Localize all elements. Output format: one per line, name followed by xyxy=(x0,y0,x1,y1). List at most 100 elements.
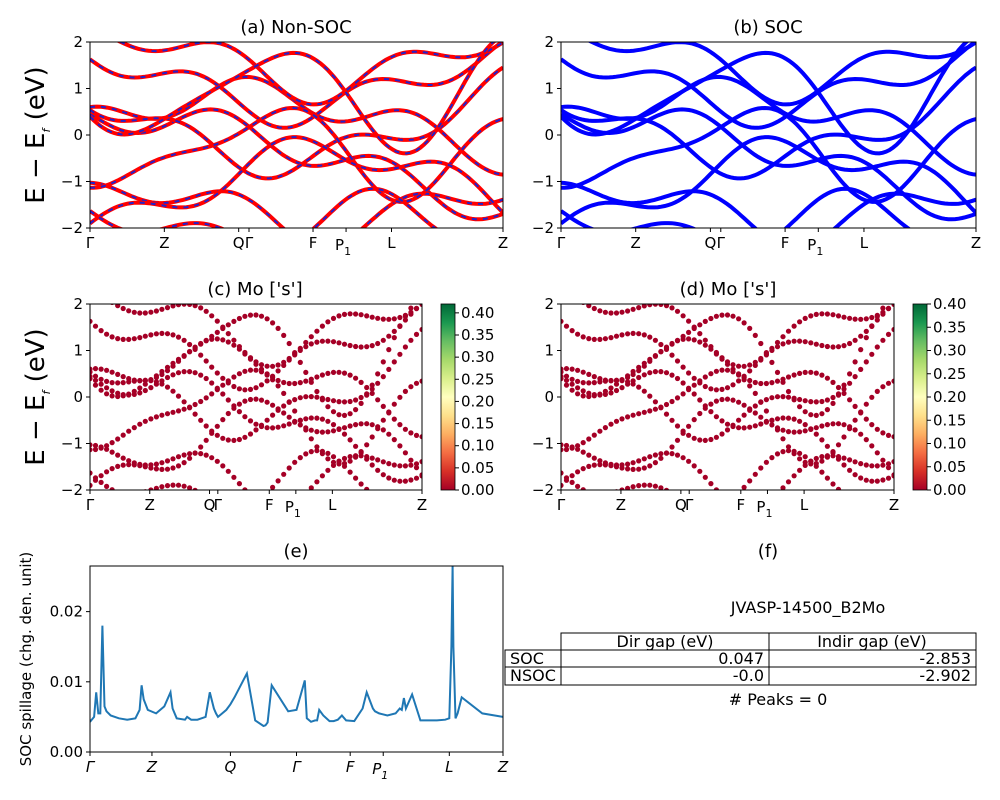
projection-point xyxy=(785,394,792,400)
projection-point xyxy=(164,331,171,337)
panel-f-title: (f) xyxy=(758,541,778,562)
projection-point xyxy=(852,337,858,343)
projection-point xyxy=(869,478,875,484)
projection-point xyxy=(126,336,132,342)
xtick-label: L xyxy=(387,234,396,252)
projection-point xyxy=(419,472,422,478)
projection-point xyxy=(386,366,392,372)
projection-point xyxy=(181,452,187,458)
projection-point xyxy=(281,410,287,416)
projection-point xyxy=(669,352,675,358)
projection-point xyxy=(220,391,226,397)
projection-point xyxy=(858,431,864,437)
projection-point xyxy=(231,383,237,390)
projection-point xyxy=(686,329,692,335)
panel-f: (f) JVASP-14500_B2Mo Dir gap (eV) Indir … xyxy=(504,541,977,709)
ytick-label: −1 xyxy=(61,435,83,453)
projection-point xyxy=(680,364,686,370)
projection-point xyxy=(885,475,892,481)
projection-point xyxy=(713,368,720,374)
projection-point xyxy=(636,374,642,381)
projection-point xyxy=(104,483,110,489)
projection-point xyxy=(347,411,353,417)
projection-point xyxy=(658,485,664,490)
projection-point xyxy=(386,461,392,467)
projection-point xyxy=(297,395,303,401)
panel-d-colorbar xyxy=(912,303,928,491)
projection-point xyxy=(708,409,714,415)
projection-point xyxy=(824,443,831,449)
projection-point xyxy=(369,462,375,468)
xtick-label: Γ xyxy=(86,234,95,252)
projection-point xyxy=(824,397,831,403)
projection-point xyxy=(413,380,420,386)
projection-point xyxy=(708,401,714,407)
projection-point xyxy=(120,393,126,399)
projection-point xyxy=(281,379,287,386)
projection-point xyxy=(874,478,880,484)
projection-point xyxy=(380,374,386,380)
projection-point xyxy=(769,455,775,461)
projection-point xyxy=(181,460,187,466)
projection-point xyxy=(330,315,337,321)
projection-point xyxy=(864,501,869,506)
projection-point xyxy=(747,383,753,389)
projection-point xyxy=(92,442,99,449)
projection-point xyxy=(402,317,408,323)
ylabel-row1: E − Ef (eV) xyxy=(21,66,53,203)
projection-point xyxy=(319,323,325,329)
xtick-label: L xyxy=(445,758,453,776)
projection-point xyxy=(652,452,659,458)
projection-point xyxy=(852,459,858,465)
panel-c-colorbar xyxy=(440,303,456,491)
projection-point xyxy=(563,323,570,329)
projection-point xyxy=(209,430,215,436)
projection-point xyxy=(641,456,647,462)
projection-point xyxy=(253,359,259,365)
projection-point xyxy=(813,412,819,418)
projection-point xyxy=(697,437,703,443)
projection-point xyxy=(209,333,215,339)
projection-point xyxy=(242,506,247,511)
projection-point xyxy=(142,387,148,394)
projection-point xyxy=(613,310,620,316)
projection-point xyxy=(225,437,231,443)
projection-point xyxy=(674,452,681,458)
projection-point xyxy=(780,449,786,455)
projection-point xyxy=(408,309,414,315)
projection-point xyxy=(375,424,381,430)
projection-point xyxy=(719,504,724,509)
xtick-label: Γ xyxy=(245,234,254,252)
projection-point xyxy=(198,398,204,405)
projection-point xyxy=(730,369,736,375)
projection-point xyxy=(785,479,792,485)
xtick-label: F xyxy=(781,234,790,252)
projection-point xyxy=(93,290,98,295)
projection-point xyxy=(575,385,581,391)
projection-point xyxy=(686,318,692,324)
projection-point xyxy=(847,496,852,501)
projection-point xyxy=(330,339,337,345)
projection-point xyxy=(835,421,842,427)
projection-point xyxy=(686,370,692,376)
projection-point xyxy=(341,425,348,431)
projection-point xyxy=(286,340,292,347)
projection-point xyxy=(170,372,176,378)
panel-d-title: (d) Mo ['s'] xyxy=(680,279,777,300)
projection-point xyxy=(413,306,420,312)
projection-point xyxy=(686,432,692,438)
projection-point xyxy=(580,449,586,455)
projection-point xyxy=(386,316,392,322)
projection-point xyxy=(281,390,287,396)
projection-point xyxy=(275,325,281,331)
projection-point xyxy=(192,345,198,351)
projection-point xyxy=(841,455,847,461)
projection-point xyxy=(353,443,359,449)
projection-point xyxy=(625,308,631,314)
projection-point xyxy=(797,370,803,376)
projection-point xyxy=(702,374,708,380)
projection-point xyxy=(880,305,886,311)
projection-point xyxy=(397,422,403,428)
projection-point xyxy=(758,355,764,362)
xtick-label: Z xyxy=(616,496,626,514)
